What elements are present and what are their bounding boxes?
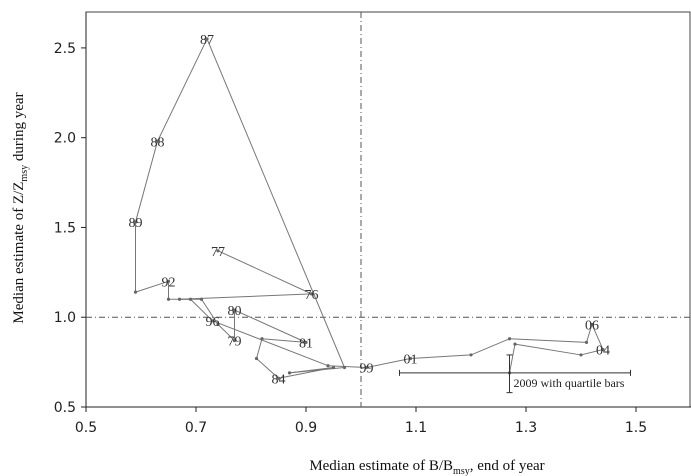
- data-point: [232, 308, 237, 312]
- year-label: 92: [162, 275, 176, 290]
- x-tick-label: 1.1: [405, 420, 427, 436]
- y-tick-label: 1.0: [54, 310, 76, 326]
- trajectory-segment: [366, 358, 411, 368]
- data-point: [579, 353, 583, 357]
- plot-axes: [81, 11, 691, 412]
- year-label: 84: [272, 372, 286, 387]
- data-point: [276, 376, 281, 380]
- data-point: [507, 337, 512, 341]
- trajectory-segment: [410, 354, 472, 360]
- data-point: [166, 279, 171, 283]
- x-tick-label: 1.3: [515, 420, 537, 436]
- data-point: [216, 322, 220, 327]
- data-point: [210, 319, 215, 323]
- year-label: 76: [305, 288, 319, 303]
- trajectory-segment: [206, 38, 345, 368]
- data-point: [601, 347, 605, 352]
- year-label: 96: [206, 315, 220, 330]
- year-label: 06: [585, 318, 599, 333]
- data-point: [364, 365, 369, 370]
- data-point: [326, 364, 330, 368]
- data-point: [254, 356, 259, 361]
- year-label: 79: [228, 335, 242, 350]
- data-point: [133, 290, 138, 294]
- year-label: 87: [200, 33, 214, 48]
- data-point: [304, 340, 308, 344]
- trajectory-segment: [470, 338, 510, 356]
- trajectory-segment: [217, 250, 312, 295]
- data-point: [199, 297, 204, 301]
- data-point: [260, 337, 264, 341]
- trajectory-segment: [135, 280, 169, 293]
- year-label: 77: [211, 245, 225, 260]
- y-axis-title-subscript: msy: [19, 165, 30, 182]
- data-point: [331, 365, 336, 370]
- trajectory-segment: [256, 358, 279, 379]
- trajectory-segment: [514, 343, 582, 356]
- data-point: [155, 139, 160, 143]
- trajectory-segment: [289, 367, 345, 374]
- data-point: [216, 249, 220, 253]
- trajectory-segment: [586, 324, 593, 343]
- trajectory-segment: [509, 338, 587, 343]
- trajectory-segment: [212, 320, 329, 367]
- trajectory-segment: [509, 344, 516, 373]
- data-point: [590, 322, 594, 327]
- y-axis-title: Median estimate of Z/Zmsy during year: [11, 92, 30, 323]
- tick-labels: 0.5 0.7 0.9 1.1 1.3 1.5 0.5 1.0 1.5 2.0 2.5: [54, 41, 647, 436]
- data-point: [287, 371, 292, 375]
- x-tick-label: 0.7: [185, 420, 207, 436]
- trajectory-segment: [580, 349, 604, 356]
- x-tick-label: 1.5: [625, 420, 647, 436]
- trajectory-segment: [327, 365, 367, 368]
- quartile-bars: 2009 with quartile bars: [399, 354, 631, 394]
- data-point: [177, 297, 182, 301]
- trajectory-segment: [179, 293, 312, 300]
- trajectory-segment: [234, 309, 307, 343]
- data-point: [408, 356, 413, 361]
- year-label: 80: [228, 304, 242, 319]
- trajectory-series: [133, 37, 605, 380]
- trajectory-segment: [135, 141, 158, 223]
- y-axis-title-suffix: during year: [11, 92, 27, 164]
- year-label: 04: [596, 344, 610, 359]
- x-tick-label: 0.9: [295, 420, 317, 436]
- year-label: 88: [151, 135, 165, 150]
- year-labels: 77 76 79 80 81 84 87 88 89 92 96 99 01 06 04: [129, 33, 611, 387]
- data-point: [309, 292, 314, 296]
- data-point: [188, 297, 193, 301]
- data-point: [469, 353, 473, 357]
- year-label: 99: [360, 362, 374, 377]
- x-axis-title-subscript: msy: [453, 466, 470, 476]
- trajectory-segment: [591, 324, 604, 350]
- reference-lines: [86, 12, 691, 407]
- trajectory-segment: [256, 338, 263, 359]
- x-axis-title: Median estimate of B/Bmsy, end of year: [309, 458, 544, 476]
- data-point: [166, 297, 171, 301]
- year-label: 81: [299, 336, 313, 351]
- y-tick-label: 2.0: [54, 131, 76, 147]
- year-label: 01: [404, 353, 418, 368]
- data-point: [513, 342, 517, 346]
- y-tick-label: 1.5: [54, 220, 76, 236]
- data-point: [133, 220, 138, 224]
- y-tick-label: 2.5: [54, 41, 76, 57]
- data-point: [584, 340, 589, 344]
- trajectory-segment: [190, 298, 213, 322]
- y-axis-title-main: Median estimate of Z/Z: [11, 182, 27, 324]
- data-point: [232, 338, 237, 343]
- y-tick-label: 0.5: [54, 400, 76, 416]
- x-axis-title-main: Median estimate of B/B: [309, 458, 453, 474]
- trajectory-segment: [261, 338, 307, 343]
- trajectory-segment: [201, 298, 219, 325]
- trajectory-segment: [157, 38, 208, 142]
- year-label: 89: [129, 216, 143, 231]
- x-tick-label: 0.5: [75, 420, 97, 436]
- x-axis-title-suffix: , end of year: [470, 458, 545, 474]
- trajectory-segment: [217, 324, 235, 341]
- data-point: [205, 37, 209, 41]
- quartile-annotation: 2009 with quartile bars: [514, 376, 625, 390]
- data-point: [342, 365, 347, 370]
